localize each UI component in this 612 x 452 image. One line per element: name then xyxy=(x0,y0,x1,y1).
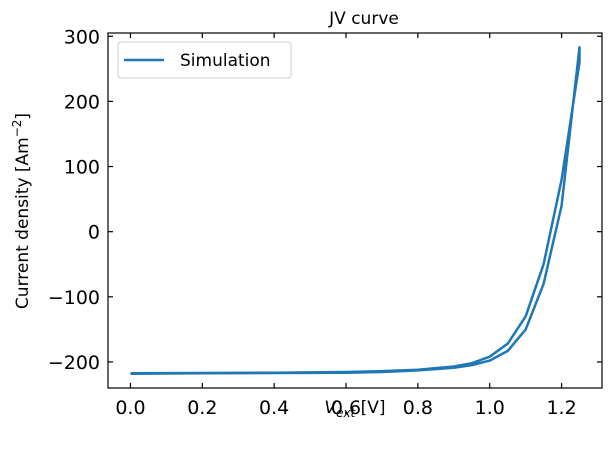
chart-title: JV curve xyxy=(328,9,399,29)
y-tick-label: −200 xyxy=(48,352,100,374)
y-axis-label-end: ] xyxy=(13,113,33,120)
legend-box xyxy=(117,41,292,79)
plot-area xyxy=(130,46,581,375)
x-axis-label: Vext [V] xyxy=(324,398,385,420)
y-tick-label: 100 xyxy=(64,157,100,179)
x-tick-label: 0.8 xyxy=(403,397,433,419)
x-tick-label: 1.0 xyxy=(475,397,505,419)
axes-frame xyxy=(107,32,603,389)
y-tick-label: −100 xyxy=(48,287,100,309)
x-tick-label: 0.0 xyxy=(115,397,145,419)
y-axis-label: Current density [Am−2] xyxy=(10,113,33,309)
x-tick-label: 0.6 xyxy=(331,397,361,419)
x-axis-label-unit: [V] xyxy=(355,398,385,418)
series-line-simulation xyxy=(130,46,581,375)
x-tick-label: 1.2 xyxy=(546,397,576,419)
y-tick-label: 0 xyxy=(88,222,100,244)
y-tick-label: 300 xyxy=(64,26,100,48)
y-axis-label-superscript: −2 xyxy=(10,120,24,138)
x-tick-label: 0.4 xyxy=(259,397,289,419)
x-tick-label: 0.2 xyxy=(187,397,217,419)
legend: Simulation xyxy=(117,41,292,79)
x-axis-label-subscript: ext xyxy=(336,406,356,420)
legend-label-simulation: Simulation xyxy=(180,51,271,71)
y-axis-ticks: −200 −100 0 100 200 300 xyxy=(48,26,602,374)
x-axis-ticks: 0.0 0.2 0.4 0.6 0.8 1.0 1.2 xyxy=(115,33,577,419)
x-axis-label-main: V xyxy=(324,398,337,418)
y-axis-label-main: Current density [Am xyxy=(13,137,33,309)
y-tick-label: 200 xyxy=(64,91,100,113)
